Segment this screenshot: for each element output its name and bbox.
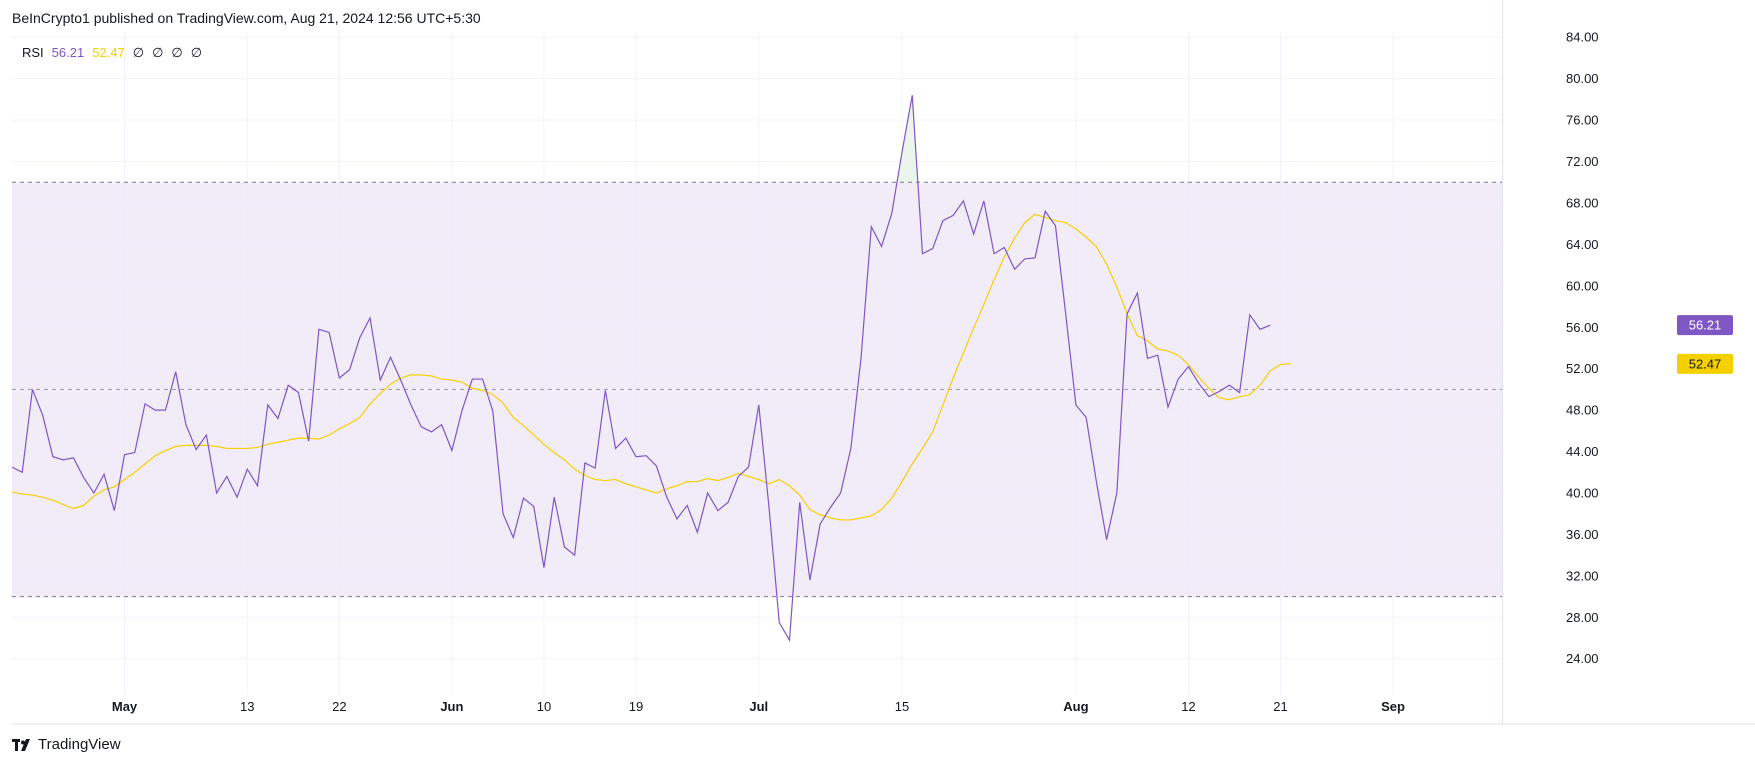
rsi-last-value-badge bbox=[1677, 315, 1733, 336]
x-tick-label-2: 22 bbox=[332, 699, 346, 714]
x-tick-label-8: Aug bbox=[1063, 699, 1088, 714]
x-tick-label-6: Jul bbox=[749, 699, 768, 714]
x-tick-label-0: May bbox=[112, 699, 138, 714]
ma-last-value-badge bbox=[1677, 353, 1733, 374]
tradingview-name: TradingView bbox=[38, 736, 121, 753]
y-tick-label-10: 44.00 bbox=[1566, 444, 1599, 459]
na-value-4: ∅ bbox=[190, 45, 203, 60]
ma-series-line bbox=[11, 213, 1291, 521]
ma-last-value-label: 52.47 bbox=[1689, 356, 1722, 371]
y-tick-label-1: 80.00 bbox=[1566, 71, 1599, 86]
x-tick-label-11: Sep bbox=[1381, 699, 1405, 714]
na-value-2: ∅ bbox=[152, 45, 164, 60]
x-tick-label-9: 12 bbox=[1181, 699, 1195, 714]
tradingview-brand[interactable]: TradingView bbox=[12, 736, 121, 753]
y-tick-label-9: 48.00 bbox=[1566, 403, 1599, 418]
na-value-1: ∅ bbox=[132, 45, 145, 60]
y-tick-label-7: 56.00 bbox=[1566, 320, 1599, 335]
y-tick-label-13: 32.00 bbox=[1566, 568, 1599, 583]
x-tick-label-5: 19 bbox=[629, 699, 643, 714]
x-tick-label-7: 15 bbox=[895, 699, 909, 714]
y-tick-label-0: 84.00 bbox=[1566, 30, 1599, 45]
x-tick-label-1: 13 bbox=[240, 699, 254, 714]
y-tick-label-6: 60.00 bbox=[1566, 278, 1599, 293]
y-tick-label-5: 64.00 bbox=[1566, 237, 1599, 252]
rsi-series-line bbox=[11, 95, 1271, 643]
published-header: BeInCrypto1 published on TradingView.com… bbox=[12, 10, 481, 26]
indicator-name: RSI bbox=[22, 45, 44, 60]
tradingview-logo-icon bbox=[12, 738, 34, 751]
y-tick-label-2: 76.00 bbox=[1566, 113, 1599, 128]
x-tick-label-4: 10 bbox=[537, 699, 551, 714]
time-axis[interactable]: May 13 22 Jun 10 19 Jul 15 Aug 12 21 Sep bbox=[112, 699, 1405, 714]
rsi-last-value-label: 56.21 bbox=[1689, 318, 1722, 333]
y-tick-label-8: 52.00 bbox=[1566, 361, 1599, 376]
last-value-badges: 56.21 52.47 bbox=[1677, 315, 1733, 374]
indicator-legend[interactable]: RSI 56.21 52.47 ∅ ∅ ∅ ∅ bbox=[22, 45, 202, 61]
y-tick-label-4: 68.00 bbox=[1566, 195, 1599, 210]
y-tick-label-11: 40.00 bbox=[1566, 486, 1599, 501]
y-tick-label-12: 36.00 bbox=[1566, 527, 1599, 542]
y-tick-label-14: 28.00 bbox=[1566, 610, 1599, 625]
na-value-3: ∅ bbox=[171, 45, 183, 60]
x-tick-label-3: Jun bbox=[440, 699, 463, 714]
price-axis[interactable]: 84.00 80.00 76.00 72.00 68.00 64.00 60.00 56.00… bbox=[1566, 30, 1599, 667]
rsi-legend-value: 56.21 bbox=[51, 45, 85, 60]
y-tick-label-15: 24.00 bbox=[1566, 651, 1599, 666]
ma-legend-value: 52.47 bbox=[92, 45, 125, 60]
y-tick-label-3: 72.00 bbox=[1566, 154, 1599, 169]
x-tick-label-10: 21 bbox=[1273, 699, 1287, 714]
overbought-fill bbox=[896, 95, 918, 183]
